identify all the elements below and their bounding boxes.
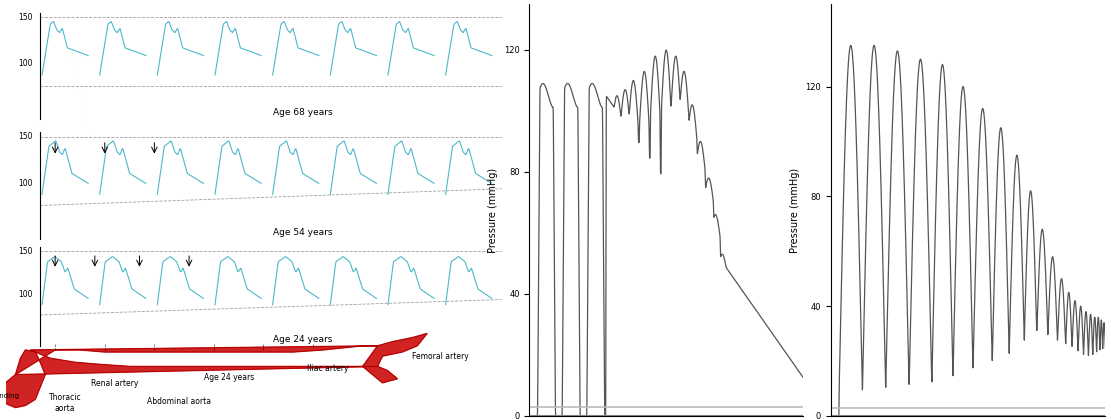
Text: 150: 150 bbox=[19, 247, 33, 256]
Text: 100: 100 bbox=[19, 290, 33, 299]
Text: Iliac artery: Iliac artery bbox=[308, 364, 349, 373]
Text: 100: 100 bbox=[19, 179, 33, 188]
Polygon shape bbox=[1, 333, 427, 407]
Text: Thoracic
aorta: Thoracic aorta bbox=[49, 393, 81, 412]
Text: Femoral artery: Femoral artery bbox=[412, 352, 469, 361]
Text: 100: 100 bbox=[19, 59, 33, 68]
Text: ending
a: ending a bbox=[0, 393, 20, 406]
Y-axis label: Pressure (mmHg): Pressure (mmHg) bbox=[489, 168, 499, 252]
Text: Renal artery: Renal artery bbox=[91, 379, 139, 388]
Text: Age 24 years: Age 24 years bbox=[273, 335, 333, 344]
Y-axis label: Pressure (mmHg): Pressure (mmHg) bbox=[790, 168, 800, 252]
Text: 150: 150 bbox=[19, 132, 33, 141]
Text: Age 24 years: Age 24 years bbox=[203, 373, 254, 382]
Text: 150: 150 bbox=[19, 13, 33, 22]
Text: Age 54 years: Age 54 years bbox=[273, 228, 333, 237]
Text: Abdominal aorta: Abdominal aorta bbox=[147, 397, 211, 406]
Text: Age 68 years: Age 68 years bbox=[273, 108, 333, 117]
